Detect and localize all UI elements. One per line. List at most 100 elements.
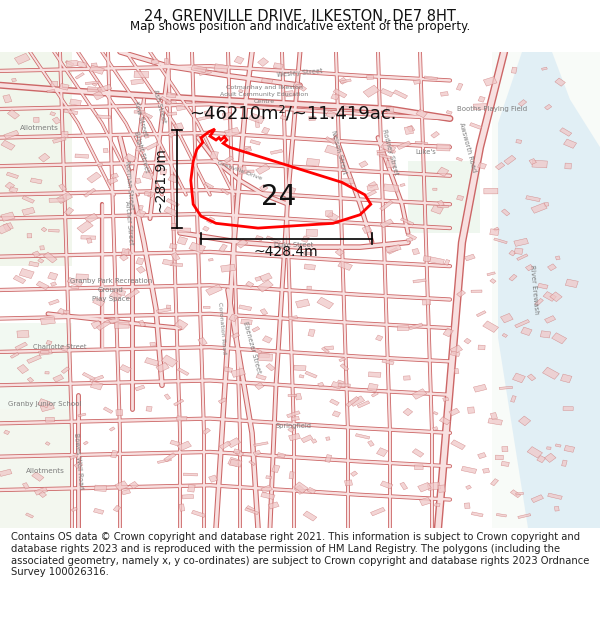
Text: Kew Street: Kew Street	[133, 101, 149, 137]
Bar	[478, 96, 485, 102]
Bar	[488, 418, 502, 425]
Text: River Erewash: River Erewash	[529, 265, 539, 315]
Bar	[529, 159, 536, 164]
Bar	[308, 116, 316, 121]
Bar	[224, 367, 233, 372]
Text: Rodney Street: Rodney Street	[381, 128, 399, 176]
Bar	[296, 299, 310, 308]
Bar	[244, 146, 251, 149]
Bar	[115, 322, 129, 328]
Bar	[94, 508, 104, 514]
Bar	[362, 226, 372, 234]
Bar	[397, 141, 411, 149]
Bar	[293, 482, 308, 493]
Bar	[260, 184, 268, 191]
Bar	[189, 242, 206, 253]
Bar	[457, 290, 466, 297]
Bar	[491, 479, 499, 486]
Bar	[206, 217, 215, 224]
Bar	[296, 84, 302, 88]
Bar	[527, 447, 542, 458]
Bar	[210, 151, 218, 159]
Bar	[386, 161, 395, 168]
Bar	[543, 291, 556, 301]
Bar	[64, 310, 70, 314]
Bar	[146, 142, 159, 150]
Bar	[64, 208, 74, 215]
Text: Granby Junior School: Granby Junior School	[8, 401, 82, 408]
Bar	[403, 408, 413, 416]
Bar	[40, 246, 44, 250]
Bar	[6, 172, 19, 179]
Bar	[125, 289, 140, 299]
Text: Awsworth Road: Awsworth Road	[458, 122, 478, 172]
Bar	[156, 362, 169, 372]
Bar	[526, 196, 541, 202]
Bar	[419, 498, 431, 506]
Bar	[221, 264, 236, 272]
Text: Springfield: Springfield	[276, 422, 312, 429]
Bar	[555, 444, 561, 447]
Text: 24: 24	[262, 183, 296, 211]
Bar	[367, 383, 378, 392]
Bar	[184, 473, 197, 476]
Bar	[464, 338, 471, 344]
Bar	[168, 174, 179, 182]
Bar	[173, 399, 184, 406]
Bar	[260, 273, 272, 282]
Bar	[81, 236, 96, 239]
Bar	[467, 407, 475, 413]
Bar	[545, 104, 552, 110]
Bar	[490, 229, 499, 236]
Bar	[404, 126, 413, 134]
Bar	[160, 169, 167, 175]
Bar	[66, 60, 78, 67]
Bar	[71, 286, 79, 289]
Bar	[261, 485, 272, 493]
Bar	[0, 469, 12, 476]
Bar	[53, 374, 64, 382]
Text: Booths Playing Field: Booths Playing Field	[457, 106, 527, 112]
Bar	[560, 374, 572, 382]
Bar	[289, 472, 294, 479]
Bar	[515, 319, 530, 328]
Text: ~428.4m: ~428.4m	[254, 245, 319, 259]
Bar	[27, 234, 32, 238]
Bar	[341, 178, 353, 184]
Bar	[502, 446, 508, 452]
Bar	[471, 290, 482, 292]
Bar	[538, 283, 548, 289]
Bar	[502, 209, 510, 216]
Bar	[400, 218, 414, 225]
Bar	[367, 75, 374, 79]
Bar	[45, 372, 49, 374]
Bar	[177, 237, 188, 245]
Bar	[433, 427, 438, 431]
Bar	[326, 111, 336, 119]
Bar	[0, 409, 72, 528]
Bar	[423, 256, 431, 262]
Bar	[40, 403, 55, 412]
Bar	[13, 275, 26, 284]
Bar	[164, 394, 170, 399]
Bar	[443, 397, 449, 401]
Bar	[166, 100, 176, 104]
Bar	[175, 319, 188, 330]
Bar	[59, 184, 67, 191]
Bar	[565, 163, 571, 169]
Bar	[325, 145, 341, 156]
Bar	[456, 158, 463, 161]
Bar	[31, 178, 42, 184]
Bar	[376, 335, 383, 341]
Bar	[38, 349, 52, 356]
Bar	[446, 111, 452, 114]
Bar	[3, 94, 12, 103]
Bar	[482, 468, 490, 473]
Bar	[340, 79, 351, 83]
Bar	[204, 182, 214, 189]
Bar	[433, 188, 437, 190]
Bar	[64, 109, 78, 114]
Bar	[145, 357, 159, 366]
Bar	[89, 65, 104, 74]
Bar	[550, 292, 562, 302]
